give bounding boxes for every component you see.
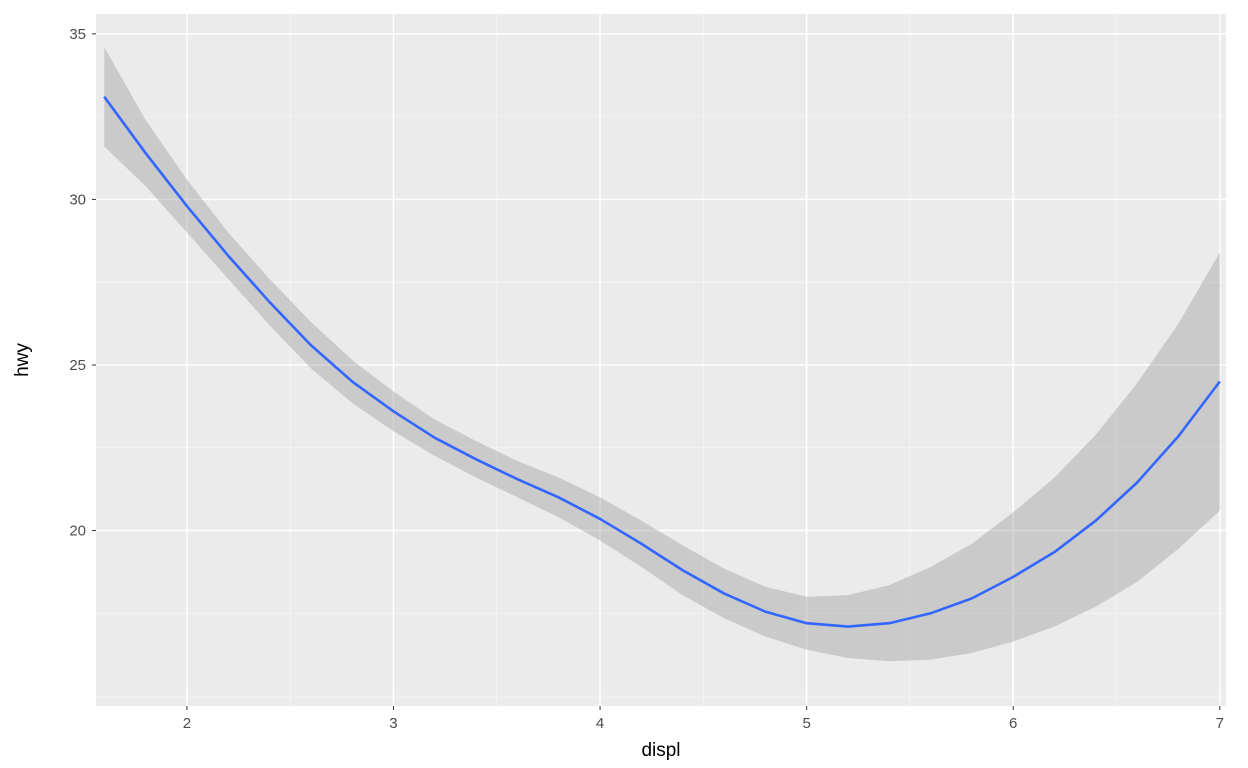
y-tick-label: 20 xyxy=(69,523,86,540)
x-axis-title: displ xyxy=(641,740,680,761)
y-tick-label: 30 xyxy=(69,191,86,208)
x-tick-label: 4 xyxy=(596,715,604,732)
x-tick-label: 2 xyxy=(183,715,191,732)
x-tick-label: 3 xyxy=(389,715,397,732)
y-axis-title: hwy xyxy=(12,343,33,377)
x-tick-label: 7 xyxy=(1216,715,1224,732)
y-tick-label: 25 xyxy=(69,357,86,374)
x-tick-label: 6 xyxy=(1009,715,1017,732)
x-tick-label: 5 xyxy=(802,715,810,732)
y-tick-label: 35 xyxy=(69,26,86,43)
smooth-chart: 2 3 4 5 6 7 20 25 30 35 displ hwy xyxy=(0,0,1248,768)
x-axis-ticks: 2 3 4 5 6 7 xyxy=(183,706,1224,732)
y-axis-ticks: 20 25 30 35 xyxy=(69,26,96,540)
